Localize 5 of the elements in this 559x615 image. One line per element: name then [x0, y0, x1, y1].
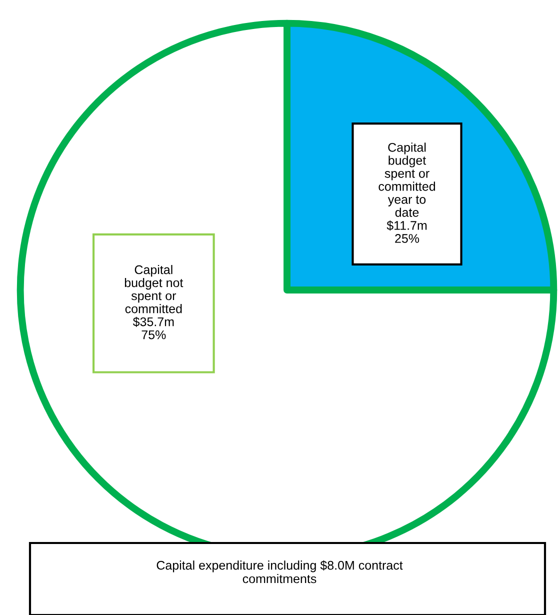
- slice-label: Capital budget spent or committed year to date: [378, 142, 436, 217]
- slice-label: Capital budget not spent or committed: [124, 264, 184, 314]
- data-label: $35.7m 75%: [132, 316, 174, 340]
- data-label: $11.7m 25%: [386, 220, 427, 243]
- text: Capital expenditure including $8.0M contract commitments: [156, 560, 403, 584]
